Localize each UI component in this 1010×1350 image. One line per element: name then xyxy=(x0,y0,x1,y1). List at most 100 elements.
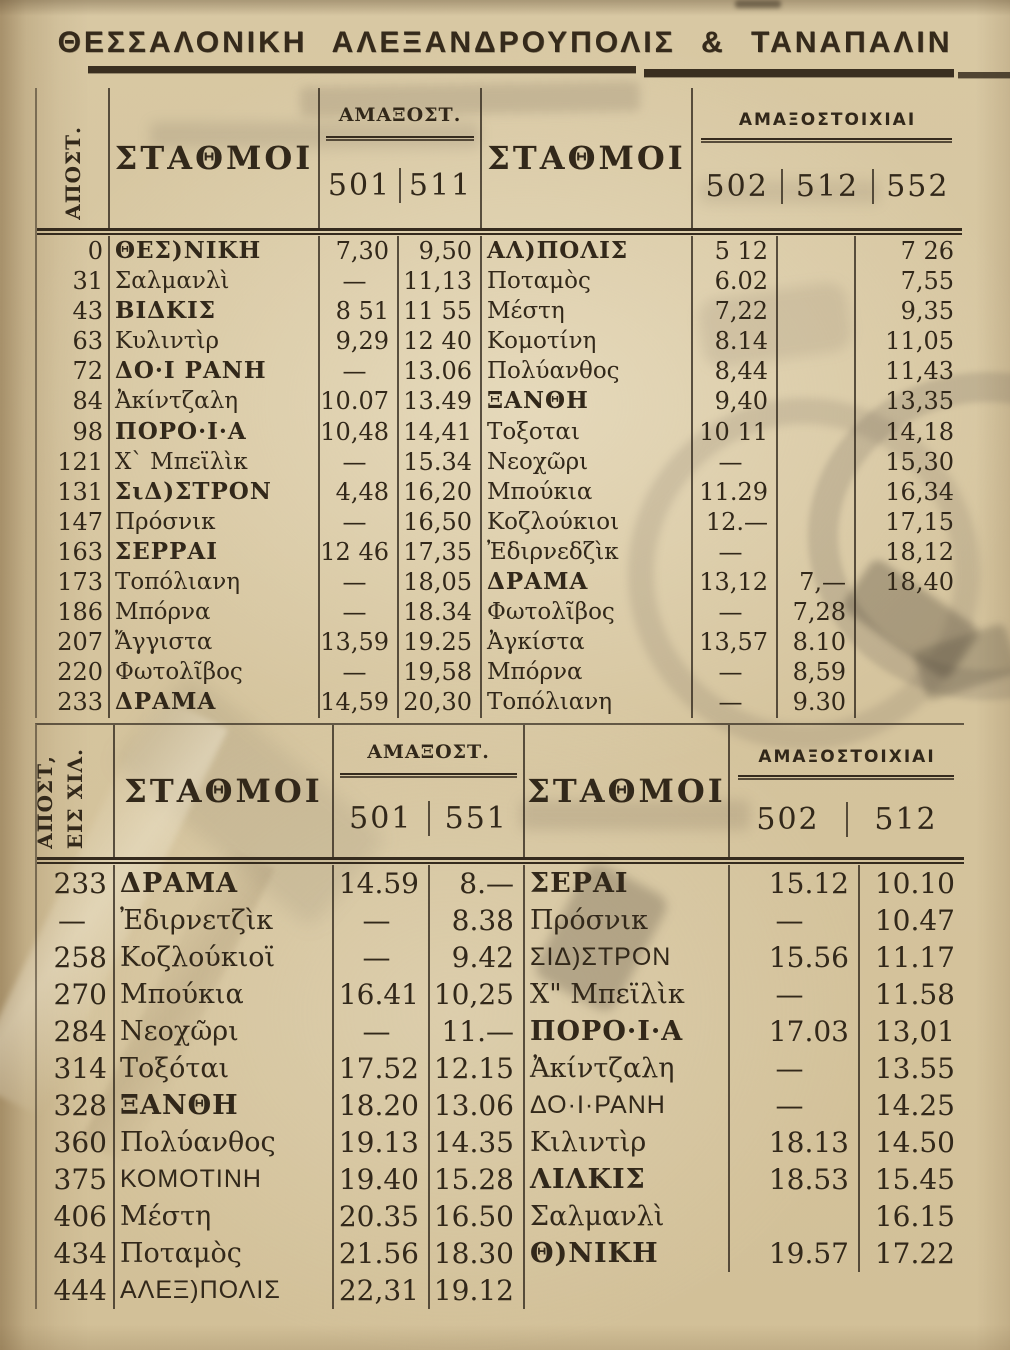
time-cell-501: 19.40 xyxy=(334,1161,430,1198)
time-cell-501: 16.41 xyxy=(334,976,430,1013)
time-cell-552: 18,12 xyxy=(885,537,954,566)
train-number: 501 xyxy=(327,168,392,203)
time-cell-511: 9,50 xyxy=(399,236,482,267)
station-cell: ΣιΔ)ΣΤΡΟΝ xyxy=(110,476,320,507)
train-number: 552 xyxy=(871,169,962,204)
time-cell-552 xyxy=(856,687,962,717)
train-number: 551 xyxy=(427,801,524,836)
time-cell-501: — xyxy=(334,902,430,939)
station-cell: Τοξοται xyxy=(482,416,693,447)
table-row: — Ἐδιρνετζὶκ — 8.38 Πρόσνικ — 10.47 xyxy=(37,902,964,939)
km-cell: 406 xyxy=(37,1198,115,1235)
time-cell-512 xyxy=(778,236,856,267)
time-cell-501: — xyxy=(320,597,399,628)
station-cell: ΒΙΔΚΙΣ xyxy=(110,296,320,327)
title-rule xyxy=(88,66,636,73)
time-cell-502: — xyxy=(730,976,860,1013)
km-cell: 43 xyxy=(37,296,110,327)
station-cell: ΛΙΛΚΙΣ xyxy=(525,1161,730,1198)
station-cell: Πολύανθος xyxy=(482,356,693,387)
table-row: 434 Ποταμὸς 21.56 18.30 Θ)ΝΙΚΗ 19.57 17.… xyxy=(37,1235,964,1272)
time-cell-552: 7,55 xyxy=(900,267,954,296)
time-cell-502: — xyxy=(693,597,778,628)
station-cell: Κοζλούκιοϊ xyxy=(115,939,334,976)
time-cell-502: 12.— xyxy=(693,506,778,537)
time-cell-502: — xyxy=(730,902,860,939)
carriages-label: ΑΜΑΞΟΣΤ. xyxy=(367,741,490,763)
station-cell: Ἐδιρνεδζὶκ xyxy=(482,536,693,568)
station-cell: Νεοχῶρι xyxy=(115,1013,334,1050)
table-row: 121 Χ` Μπεϊλὶκ — 15.34 Νεοχῶρι — 15,30 xyxy=(37,446,962,477)
time-cell-501: — xyxy=(320,506,399,537)
title-rule xyxy=(958,72,1010,78)
time-cell-502: 17.03 xyxy=(730,1013,860,1050)
km-cell: 375 xyxy=(37,1161,115,1198)
table2-body: 233 ΔΡΑΜΑ 14.59 8.— ΣΕΡΑΙ 15.12 10.10 — … xyxy=(37,865,964,1309)
time-cell-552: 14,18 xyxy=(885,417,954,446)
train-numbers: 502 512 xyxy=(730,782,964,857)
time-cell-551: 13.06 xyxy=(430,1087,525,1124)
table1-body: 0 ΘΕΣ)ΝΙΚΗ 7,30 9,50 ΑΛ)ΠΟΛΙΣ 5 12 7 26 … xyxy=(37,236,962,718)
train-number: 502 xyxy=(756,802,820,837)
time-cell-501: 4,48 xyxy=(320,476,399,507)
distance-unit-label: ΕΙΣ ΧΙΛ. xyxy=(63,747,87,849)
station-cell: ΑΛΕΞ)ΠΟΛΙΣ xyxy=(115,1272,334,1309)
station-cell: Ἀκίντζαλη xyxy=(525,1050,730,1087)
time-cell-511: 11,13 xyxy=(399,266,482,297)
km-cell: 0 xyxy=(37,236,110,267)
time-cell-502: — xyxy=(730,1087,860,1124)
table-row: 98 ΠΟΡΟ·Ι·Α 10,48 14,41 Τοξοται 10 11 14… xyxy=(37,416,962,447)
trainsets-header-group: ΑΜΑΞΟΣΤΟΙΧΙΑΙ 502 512 xyxy=(730,725,964,857)
km-cell: 314 xyxy=(37,1050,115,1087)
station-cell: Ἐδιρνετζὶκ xyxy=(115,902,334,939)
time-cell-511: 12 40 xyxy=(399,326,482,357)
time-cell-502: 8.14 xyxy=(693,326,778,357)
time-cell-512: 11.17 xyxy=(874,941,955,974)
km-cell: 31 xyxy=(37,266,110,297)
station-cell: ΘΕΣ)ΝΙΚΗ xyxy=(110,236,320,267)
km-cell: 186 xyxy=(37,597,110,628)
time-cell-502: 15.56 xyxy=(730,939,860,976)
station-cell: Τοξόται xyxy=(115,1050,334,1087)
station-cell: Μέστη xyxy=(115,1198,334,1235)
stations-column-header: ΣΤΑΘΜΟΙ xyxy=(115,725,334,857)
station-cell: Φωτολῖβος xyxy=(482,597,693,628)
table-row: 207 Ἄγγιστα 13,59 19.25 Ἀγκίστα 13,57 8.… xyxy=(37,627,962,658)
time-cell-502: 5 12 xyxy=(693,236,778,267)
station-cell: Ἀγκίστα xyxy=(482,627,693,658)
station-cell: Μπούκια xyxy=(115,976,334,1013)
time-cell-512 xyxy=(778,326,856,357)
table-row: 258 Κοζλούκιοϊ — 9.42 ΣΙΔ)ΣΤΡΟΝ 15.56 11… xyxy=(37,939,964,976)
station-cell xyxy=(525,1272,730,1309)
time-cell-501: 8 51 xyxy=(320,296,399,327)
table-row: 43 ΒΙΔΚΙΣ 8 51 11 55 Μέστη 7,22 9,35 xyxy=(37,296,962,327)
time-cell-512: 8.10 xyxy=(778,627,856,658)
header-rule xyxy=(326,136,474,141)
time-cell-511: 17,35 xyxy=(399,536,482,568)
time-cell-501: 19.13 xyxy=(334,1124,430,1161)
station-cell: Σαλμανλὶ xyxy=(110,266,320,297)
time-cell-501: 10.07 xyxy=(320,386,399,417)
station-cell: Κομοτίνη xyxy=(482,326,693,357)
table-row: 31 Σαλμανλὶ — 11,13 Ποταμὸς 6.02 7,55 xyxy=(37,266,962,297)
table-row: 233 ΔΡΑΜΑ 14,59 20,30 Τοπόλιανη — 9.30 xyxy=(37,687,962,718)
time-cell-552: 11,43 xyxy=(885,357,954,386)
station-cell: Πρόσνικ xyxy=(525,902,730,939)
station-cell: Φωτολῖβος xyxy=(110,657,320,688)
time-cell-501: — xyxy=(320,356,399,387)
time-cell-551: 11.— xyxy=(430,1013,525,1050)
time-cell-512: 9.30 xyxy=(778,687,856,718)
header-rule xyxy=(340,773,517,778)
time-cell-552: 15,30 xyxy=(885,447,954,476)
time-cell-512 xyxy=(778,266,856,297)
km-cell: 434 xyxy=(37,1235,115,1272)
time-cell-552 xyxy=(856,657,962,687)
time-cell-502 xyxy=(730,1198,860,1235)
header-rule xyxy=(738,775,954,780)
station-cell: Κοζλούκιοι xyxy=(482,506,693,537)
time-cell-552 xyxy=(856,627,962,657)
time-cell-512 xyxy=(778,386,856,417)
time-cell-501: 13,59 xyxy=(320,627,399,658)
page-number-fragment xyxy=(735,0,781,8)
time-cell-502: — xyxy=(693,536,778,568)
